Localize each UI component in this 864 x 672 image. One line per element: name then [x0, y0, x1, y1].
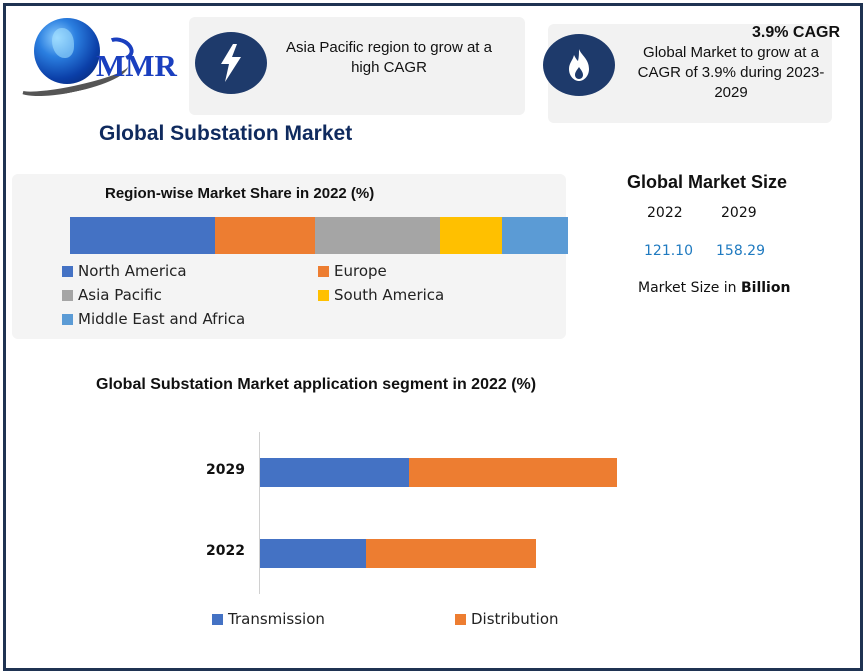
legend-swatch: [62, 265, 73, 277]
legend-swatch: [212, 613, 223, 625]
category-axis: [259, 432, 260, 594]
mmr-logo: MMR: [14, 14, 184, 104]
legend-item-mea: Middle East and Africa: [62, 310, 245, 328]
legend-swatch: [62, 313, 73, 325]
bar-segment-asia-pacific: [315, 217, 440, 254]
card-text: Global Market to grow at a CAGR of 3.9% …: [637, 44, 825, 101]
legend-item-north-america: North America: [62, 262, 187, 280]
legend-swatch: [318, 289, 329, 301]
legend-item-south-america: South America: [318, 286, 444, 304]
bar-segment-mea: [502, 217, 568, 254]
flame-icon: [569, 49, 589, 81]
legend-label: North America: [78, 262, 187, 280]
legend-swatch: [455, 613, 466, 625]
legend-item-distribution: Distribution: [455, 610, 559, 628]
bar-segment-distribution: [409, 458, 617, 487]
application-chart-title: Global Substation Market application seg…: [96, 376, 537, 393]
flame-badge: [543, 34, 615, 96]
category-label-2022: 2022: [206, 543, 245, 559]
globe-landmass: [52, 28, 74, 58]
legend-label: Distribution: [471, 610, 559, 628]
region-chart-panel: [12, 174, 566, 339]
cagr-headline: 3.9% CAGR: [752, 24, 841, 41]
legend-label: Europe: [334, 262, 387, 280]
category-label-2029: 2029: [206, 462, 245, 478]
asia-pacific-card: Asia Pacific region to grow at a high CA…: [189, 17, 525, 115]
legend-swatch: [318, 265, 329, 277]
legend-item-transmission: Transmission: [212, 610, 325, 628]
bar-2029: [260, 458, 617, 487]
legend-label: South America: [334, 286, 445, 304]
legend-label: Transmission: [228, 610, 325, 628]
bar-segment-south-america: [440, 217, 502, 254]
bar-segment-north-america: [70, 217, 215, 254]
region-chart-title: Region-wise Market Share in 2022 (%): [105, 185, 375, 202]
note-prefix: Market Size in: [638, 280, 741, 296]
lightning-icon: [221, 44, 241, 82]
page-title: Global Substation Market: [99, 122, 353, 145]
card-text: Asia Pacific region to grow at a high CA…: [286, 39, 492, 76]
region-stacked-bar: [70, 217, 568, 254]
market-size-year-2029: 2029: [721, 205, 757, 221]
lightning-badge: [195, 32, 267, 94]
bar-segment-europe: [215, 217, 315, 254]
note-unit: Billion: [740, 280, 791, 296]
market-size-title: Global Market Size: [627, 172, 788, 192]
market-size-value-2029: 158.29: [716, 243, 765, 259]
market-size-value-2022: 121.10: [644, 243, 693, 259]
legend-item-asia-pacific: Asia Pacific: [62, 286, 162, 304]
market-size-note: Market Size in Billion: [638, 280, 790, 296]
bar-segment-transmission: [260, 539, 366, 568]
bar-segment-transmission: [260, 458, 409, 487]
legend-label: Middle East and Africa: [78, 310, 246, 328]
logo-text: MMR: [96, 48, 177, 83]
cagr-card: Global Market to grow at a CAGR of 3.9% …: [543, 24, 832, 123]
legend-swatch: [62, 289, 73, 301]
bar-2022: [260, 539, 536, 568]
legend-label: Asia Pacific: [78, 286, 162, 304]
bar-segment-distribution: [366, 539, 536, 568]
market-size-year-2022: 2022: [647, 205, 683, 221]
legend-item-europe: Europe: [318, 262, 387, 280]
